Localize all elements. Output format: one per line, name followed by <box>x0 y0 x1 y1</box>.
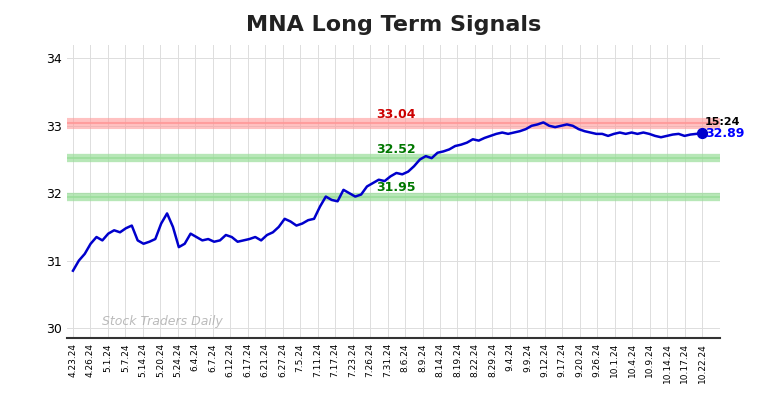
Text: 31.95: 31.95 <box>376 181 416 194</box>
Text: 32.89: 32.89 <box>705 127 745 140</box>
Text: 32.52: 32.52 <box>376 143 416 156</box>
Title: MNA Long Term Signals: MNA Long Term Signals <box>246 15 541 35</box>
Text: 15:24: 15:24 <box>705 117 741 127</box>
Point <box>696 130 709 137</box>
Text: Stock Traders Daily: Stock Traders Daily <box>103 315 223 328</box>
Text: 33.04: 33.04 <box>376 108 416 121</box>
